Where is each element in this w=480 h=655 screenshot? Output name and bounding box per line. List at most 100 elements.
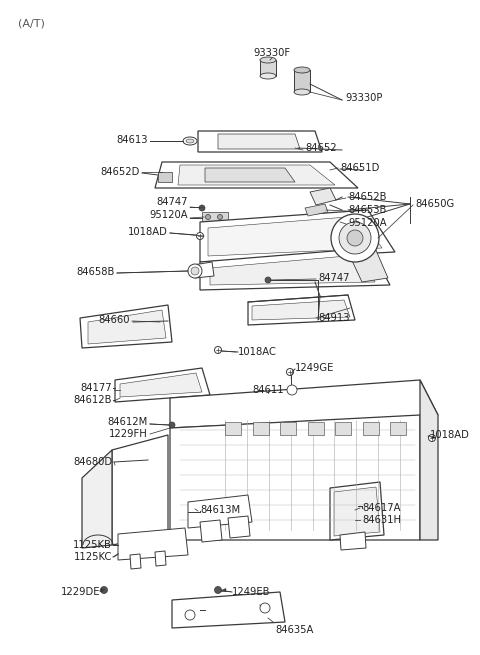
Polygon shape xyxy=(310,188,336,205)
Polygon shape xyxy=(80,305,172,348)
Text: 84613M: 84613M xyxy=(200,505,240,515)
Polygon shape xyxy=(420,380,438,540)
Text: 84660: 84660 xyxy=(98,315,130,325)
Polygon shape xyxy=(205,168,295,182)
Text: 84913: 84913 xyxy=(318,313,349,323)
Polygon shape xyxy=(101,588,105,591)
Polygon shape xyxy=(280,422,296,435)
Circle shape xyxy=(215,586,221,593)
Polygon shape xyxy=(118,528,188,560)
Circle shape xyxy=(185,610,195,620)
Polygon shape xyxy=(188,495,252,528)
Polygon shape xyxy=(208,216,382,256)
Polygon shape xyxy=(172,592,285,628)
Polygon shape xyxy=(294,70,310,92)
Polygon shape xyxy=(252,422,268,435)
Polygon shape xyxy=(88,310,166,344)
Polygon shape xyxy=(340,532,366,550)
Text: 95120A: 95120A xyxy=(348,218,386,228)
Text: 84658B: 84658B xyxy=(77,267,115,277)
Circle shape xyxy=(260,603,270,613)
Text: 1125KC: 1125KC xyxy=(73,552,112,562)
Text: 84612B: 84612B xyxy=(73,395,112,405)
Text: 1249EB: 1249EB xyxy=(232,587,271,597)
Text: 84617A: 84617A xyxy=(362,503,400,513)
Circle shape xyxy=(196,233,204,240)
Polygon shape xyxy=(334,487,380,536)
Text: 1018AD: 1018AD xyxy=(430,430,470,440)
Polygon shape xyxy=(125,533,182,555)
Circle shape xyxy=(169,422,175,428)
Polygon shape xyxy=(198,500,240,524)
Polygon shape xyxy=(260,60,276,76)
Circle shape xyxy=(199,205,205,211)
Polygon shape xyxy=(225,422,241,435)
Circle shape xyxy=(339,222,371,254)
Polygon shape xyxy=(200,210,395,262)
Text: 84612M: 84612M xyxy=(108,417,148,427)
Text: 93330P: 93330P xyxy=(345,93,383,103)
Circle shape xyxy=(217,214,223,219)
Polygon shape xyxy=(115,368,210,402)
Circle shape xyxy=(215,346,221,354)
Text: 1249GE: 1249GE xyxy=(295,363,335,373)
Polygon shape xyxy=(252,300,350,320)
Text: 93330F: 93330F xyxy=(253,48,290,58)
Polygon shape xyxy=(335,422,351,435)
Text: 84613: 84613 xyxy=(117,135,148,145)
Circle shape xyxy=(188,264,202,278)
Polygon shape xyxy=(112,435,168,545)
Polygon shape xyxy=(248,295,355,325)
Text: 84635A: 84635A xyxy=(275,625,313,635)
Polygon shape xyxy=(362,422,379,435)
Polygon shape xyxy=(202,212,228,222)
Text: 84177: 84177 xyxy=(80,383,112,393)
Polygon shape xyxy=(155,551,166,566)
Ellipse shape xyxy=(260,57,276,63)
Text: 1229FH: 1229FH xyxy=(109,429,148,439)
Polygon shape xyxy=(170,380,438,428)
Polygon shape xyxy=(228,516,250,538)
Circle shape xyxy=(205,214,211,219)
Polygon shape xyxy=(308,422,324,435)
Polygon shape xyxy=(155,162,358,188)
Polygon shape xyxy=(218,134,300,149)
Circle shape xyxy=(191,267,199,275)
Text: (A/T): (A/T) xyxy=(18,18,45,28)
Polygon shape xyxy=(200,248,390,290)
Text: 84651D: 84651D xyxy=(340,163,379,173)
Circle shape xyxy=(287,369,293,375)
Polygon shape xyxy=(193,262,214,278)
Polygon shape xyxy=(120,373,202,397)
Text: 84747: 84747 xyxy=(318,273,349,283)
Ellipse shape xyxy=(186,139,194,143)
Polygon shape xyxy=(390,422,406,435)
Text: 1229DE: 1229DE xyxy=(60,587,100,597)
Text: 1125KB: 1125KB xyxy=(73,540,112,550)
Polygon shape xyxy=(222,588,226,591)
Text: 84747: 84747 xyxy=(156,197,188,207)
Polygon shape xyxy=(200,520,222,542)
Ellipse shape xyxy=(183,137,197,145)
Circle shape xyxy=(100,586,108,593)
Text: 1018AD: 1018AD xyxy=(128,227,168,237)
Text: 95120A: 95120A xyxy=(149,210,188,220)
Text: 84611: 84611 xyxy=(252,385,284,395)
Polygon shape xyxy=(330,482,384,540)
Ellipse shape xyxy=(260,73,276,79)
Ellipse shape xyxy=(294,67,310,73)
Circle shape xyxy=(347,230,363,246)
Polygon shape xyxy=(158,172,172,182)
Text: 84680D: 84680D xyxy=(73,457,112,467)
Text: 84652: 84652 xyxy=(305,143,336,153)
Polygon shape xyxy=(82,450,112,548)
Circle shape xyxy=(265,277,271,283)
Circle shape xyxy=(429,434,435,441)
Polygon shape xyxy=(305,204,328,216)
Text: 84653B: 84653B xyxy=(348,205,386,215)
Polygon shape xyxy=(210,255,375,285)
Polygon shape xyxy=(178,165,335,185)
Text: 84652B: 84652B xyxy=(348,192,386,202)
Text: 84631H: 84631H xyxy=(362,515,401,525)
Polygon shape xyxy=(130,554,141,569)
